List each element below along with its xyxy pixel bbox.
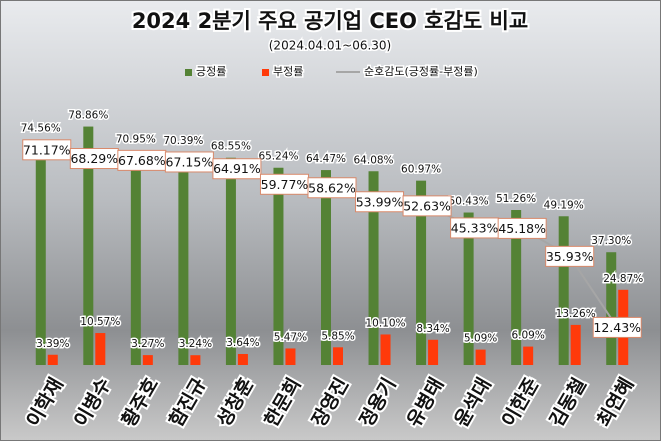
bar — [428, 339, 439, 365]
value-label: 10.57% — [80, 316, 120, 328]
bar — [83, 126, 94, 365]
net-label-text: 64.91% — [213, 161, 261, 176]
value-label: 8.34% — [416, 323, 449, 335]
bar — [570, 324, 581, 365]
net-label-text: 58.62% — [308, 180, 356, 195]
bar — [368, 171, 379, 365]
value-label: 5.47% — [274, 331, 307, 343]
net-label: 35.93% — [545, 245, 595, 267]
net-label: 67.68% — [117, 149, 167, 171]
bar — [416, 180, 427, 365]
legend-label: 순호감도(긍정률-부정률) — [364, 65, 478, 78]
net-label-text: 53.99% — [356, 194, 404, 209]
net-label: 53.99% — [355, 191, 405, 213]
bar — [285, 348, 296, 365]
bar — [523, 346, 534, 365]
net-label-text: 71.17% — [23, 142, 71, 157]
value-label: 64.08% — [354, 154, 394, 166]
bar — [178, 152, 189, 365]
net-label: 52.63% — [402, 195, 452, 217]
legend-swatch — [185, 69, 192, 76]
net-label-text: 35.93% — [546, 249, 594, 264]
value-label: 78.86% — [68, 110, 108, 122]
net-label-text: 59.77% — [261, 177, 309, 192]
value-label: 64.47% — [306, 153, 346, 165]
value-label: 68.55% — [211, 141, 251, 153]
net-label: 12.43% — [592, 316, 642, 338]
bar — [380, 334, 391, 365]
bar — [237, 353, 248, 365]
value-label: 65.24% — [258, 151, 298, 163]
value-label: 5.09% — [464, 333, 497, 345]
bar — [511, 210, 522, 365]
net-label-text: 45.18% — [498, 221, 546, 236]
value-label: 49.19% — [544, 199, 584, 211]
bar — [558, 216, 569, 365]
net-label-text: 68.29% — [70, 151, 118, 166]
value-label: 6.09% — [511, 330, 544, 342]
net-label-box — [402, 195, 452, 217]
value-label: 74.56% — [21, 123, 61, 135]
value-label: 50.43% — [449, 196, 489, 208]
bar — [475, 349, 486, 365]
net-label-box — [545, 245, 595, 267]
net-label: 71.17% — [22, 139, 72, 161]
bar — [333, 347, 343, 365]
value-label: 51.26% — [496, 193, 536, 205]
value-label: 24.87% — [603, 273, 643, 285]
net-label: 68.29% — [69, 148, 119, 170]
bar — [95, 333, 106, 365]
net-label: 59.77% — [259, 173, 309, 195]
net-label: 58.62% — [307, 177, 357, 199]
value-label: 3.27% — [131, 338, 164, 350]
value-label: 37.30% — [591, 235, 631, 247]
bar — [142, 355, 153, 365]
bar — [190, 355, 201, 365]
bar — [463, 212, 474, 365]
net-label-box — [497, 217, 547, 239]
bar — [35, 139, 46, 365]
value-label: 3.24% — [179, 338, 212, 350]
value-label: 3.64% — [226, 337, 259, 349]
net-label-text: 52.63% — [403, 198, 451, 213]
value-label: 10.10% — [366, 317, 406, 329]
net-label: 45.18% — [497, 217, 547, 239]
value-label: 60.97% — [401, 164, 441, 176]
chart-title: 2024 2분기 주요 공기업 CEO 호감도 비교 — [132, 9, 528, 33]
bar — [225, 157, 236, 365]
net-label-box — [307, 177, 357, 199]
net-label-text: 12.43% — [593, 320, 641, 335]
legend-label: 긍정률 — [196, 65, 226, 78]
net-label: 64.91% — [212, 158, 262, 180]
value-label: 13.26% — [556, 308, 596, 320]
value-label: 70.95% — [116, 133, 156, 145]
net-label-text: 67.15% — [166, 154, 214, 169]
value-label: 70.39% — [163, 135, 203, 147]
legend-label: 부정률 — [273, 65, 303, 78]
legend-swatch — [262, 69, 269, 76]
net-label-text: 67.68% — [118, 153, 166, 168]
net-label-box — [592, 316, 642, 338]
net-label-text: 45.33% — [451, 220, 499, 235]
bar — [47, 354, 58, 365]
chart-subtitle: (2024.04.01~06.30) — [269, 39, 391, 53]
net-label-box — [212, 158, 262, 180]
net-label: 45.33% — [450, 217, 500, 239]
net-label: 67.15% — [164, 151, 214, 173]
value-label: 3.39% — [36, 338, 69, 350]
value-label: 5.85% — [321, 330, 354, 342]
bar — [321, 170, 331, 365]
bar — [606, 252, 617, 365]
bar — [273, 167, 284, 365]
bar — [130, 150, 141, 365]
legend: 긍정률 부정률 순호감도(긍정률-부정률) — [185, 64, 479, 80]
